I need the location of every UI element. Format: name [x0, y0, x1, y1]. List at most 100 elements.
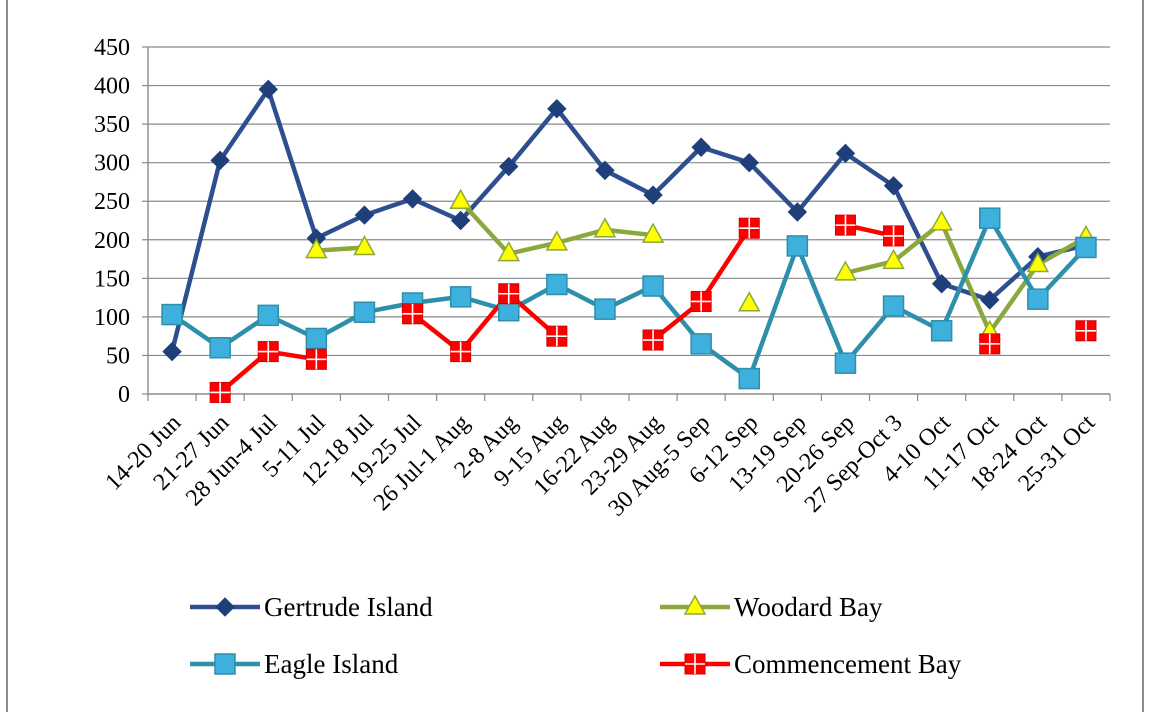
marker-shape — [787, 202, 808, 222]
marker-shape — [547, 98, 567, 119]
data-point-commencement-bay — [883, 225, 905, 247]
marker-shape — [641, 222, 665, 243]
data-point-woodard-bay — [834, 260, 857, 281]
series-line-gertrude-island — [169, 87, 1087, 353]
marker-shape — [683, 594, 707, 615]
series-line-commencement-bay — [411, 291, 559, 354]
data-point-woodard-bay — [305, 238, 328, 259]
marker-shape — [930, 210, 953, 231]
data-point-commencement-bay — [402, 303, 424, 325]
data-point-commencement-bay — [450, 341, 472, 363]
series-line-woodard-bay — [316, 245, 365, 253]
marker-shape — [786, 235, 809, 257]
data-point-gertrude-island — [450, 210, 471, 231]
legend-marker — [684, 653, 706, 675]
marker-shape — [738, 367, 760, 390]
data-point-gertrude-island — [787, 202, 808, 222]
marker-shape — [449, 286, 472, 308]
data-point-commencement-bay — [498, 283, 520, 305]
marker-shape — [214, 653, 236, 675]
legend-label: Commencement Bay — [734, 649, 962, 679]
marker-shape — [161, 303, 183, 326]
data-point-gertrude-island — [883, 176, 904, 196]
axes — [142, 46, 1111, 401]
marker-shape — [305, 238, 328, 259]
marker-shape — [594, 298, 616, 320]
data-point-eagle-island — [161, 303, 183, 326]
data-point-woodard-bay — [737, 291, 761, 312]
marker-shape — [1075, 236, 1097, 259]
y-tick-label: 100 — [94, 305, 130, 331]
y-tick-label: 450 — [94, 35, 130, 61]
marker-shape — [402, 189, 423, 209]
marker-shape — [1027, 288, 1049, 310]
data-point-eagle-island — [690, 333, 712, 355]
data-point-commencement-bay — [834, 214, 856, 236]
marker-shape — [499, 156, 519, 177]
data-point-gertrude-island — [980, 290, 1000, 310]
marker-shape — [593, 217, 617, 238]
data-point-eagle-island — [738, 367, 760, 390]
marker-shape — [834, 260, 857, 281]
y-tick-label: 200 — [94, 228, 130, 254]
data-point-woodard-bay — [353, 234, 376, 256]
data-point-eagle-island — [546, 273, 568, 296]
marker-shape — [162, 341, 182, 362]
y-tick-label: 400 — [94, 74, 130, 100]
data-point-gertrude-island — [643, 185, 663, 205]
marker-shape — [737, 291, 761, 312]
data-point-gertrude-island — [691, 137, 711, 157]
data-point-gertrude-island — [547, 98, 567, 119]
data-point-gertrude-island — [162, 341, 182, 362]
data-point-woodard-bay — [1026, 251, 1050, 273]
data-point-gertrude-island — [835, 143, 856, 164]
data-point-gertrude-island — [210, 150, 230, 171]
data-point-gertrude-island — [354, 205, 375, 225]
marker-shape — [642, 275, 664, 297]
gridlines — [148, 46, 1110, 357]
y-tick-label: 300 — [94, 151, 130, 177]
data-point-woodard-bay — [882, 248, 905, 270]
data-point-commencement-bay — [979, 333, 1001, 355]
marker-shape — [209, 336, 231, 359]
data-point-eagle-island — [449, 286, 472, 308]
legend-marker — [214, 653, 236, 675]
series-line-commencement-bay — [651, 226, 752, 342]
data-point-eagle-island — [882, 295, 905, 317]
data-point-commencement-bay — [690, 290, 712, 312]
y-tick-label: 350 — [94, 112, 130, 138]
y-tick-label: 50 — [106, 343, 130, 369]
marker-shape — [449, 188, 472, 209]
marker-shape — [691, 137, 711, 157]
y-tick-label: 0 — [118, 382, 130, 408]
data-point-eagle-island — [1075, 236, 1097, 259]
data-point-gertrude-island — [595, 160, 615, 181]
data-point-eagle-island — [257, 304, 279, 327]
marker-shape — [739, 152, 759, 173]
legend-item-commencement-bay: Commencement Bay — [660, 649, 962, 679]
data-point-gertrude-island — [258, 79, 278, 100]
data-point-eagle-island — [642, 275, 664, 297]
data-point-woodard-bay — [593, 217, 617, 238]
marker-shape — [834, 352, 857, 374]
legend-label: Gertrude Island — [264, 592, 433, 622]
marker-shape — [835, 143, 856, 164]
data-point-woodard-bay — [449, 188, 472, 209]
data-point-commencement-bay — [546, 325, 568, 347]
plot-series — [161, 79, 1098, 403]
marker-shape — [215, 597, 235, 617]
legend-label: Eagle Island — [264, 649, 399, 679]
data-point-eagle-island — [594, 298, 616, 320]
legend-item-woodard-bay: Woodard Bay — [660, 592, 883, 622]
data-point-commencement-bay — [305, 348, 327, 370]
data-point-eagle-island — [834, 352, 857, 374]
data-point-eagle-island — [305, 327, 328, 350]
marker-shape — [354, 205, 375, 225]
data-point-commencement-bay — [738, 217, 760, 239]
data-point-commencement-bay — [257, 341, 279, 363]
marker-shape — [1026, 251, 1050, 273]
marker-shape — [979, 207, 1001, 229]
data-point-eagle-island — [786, 235, 809, 257]
legend-marker — [215, 597, 235, 617]
